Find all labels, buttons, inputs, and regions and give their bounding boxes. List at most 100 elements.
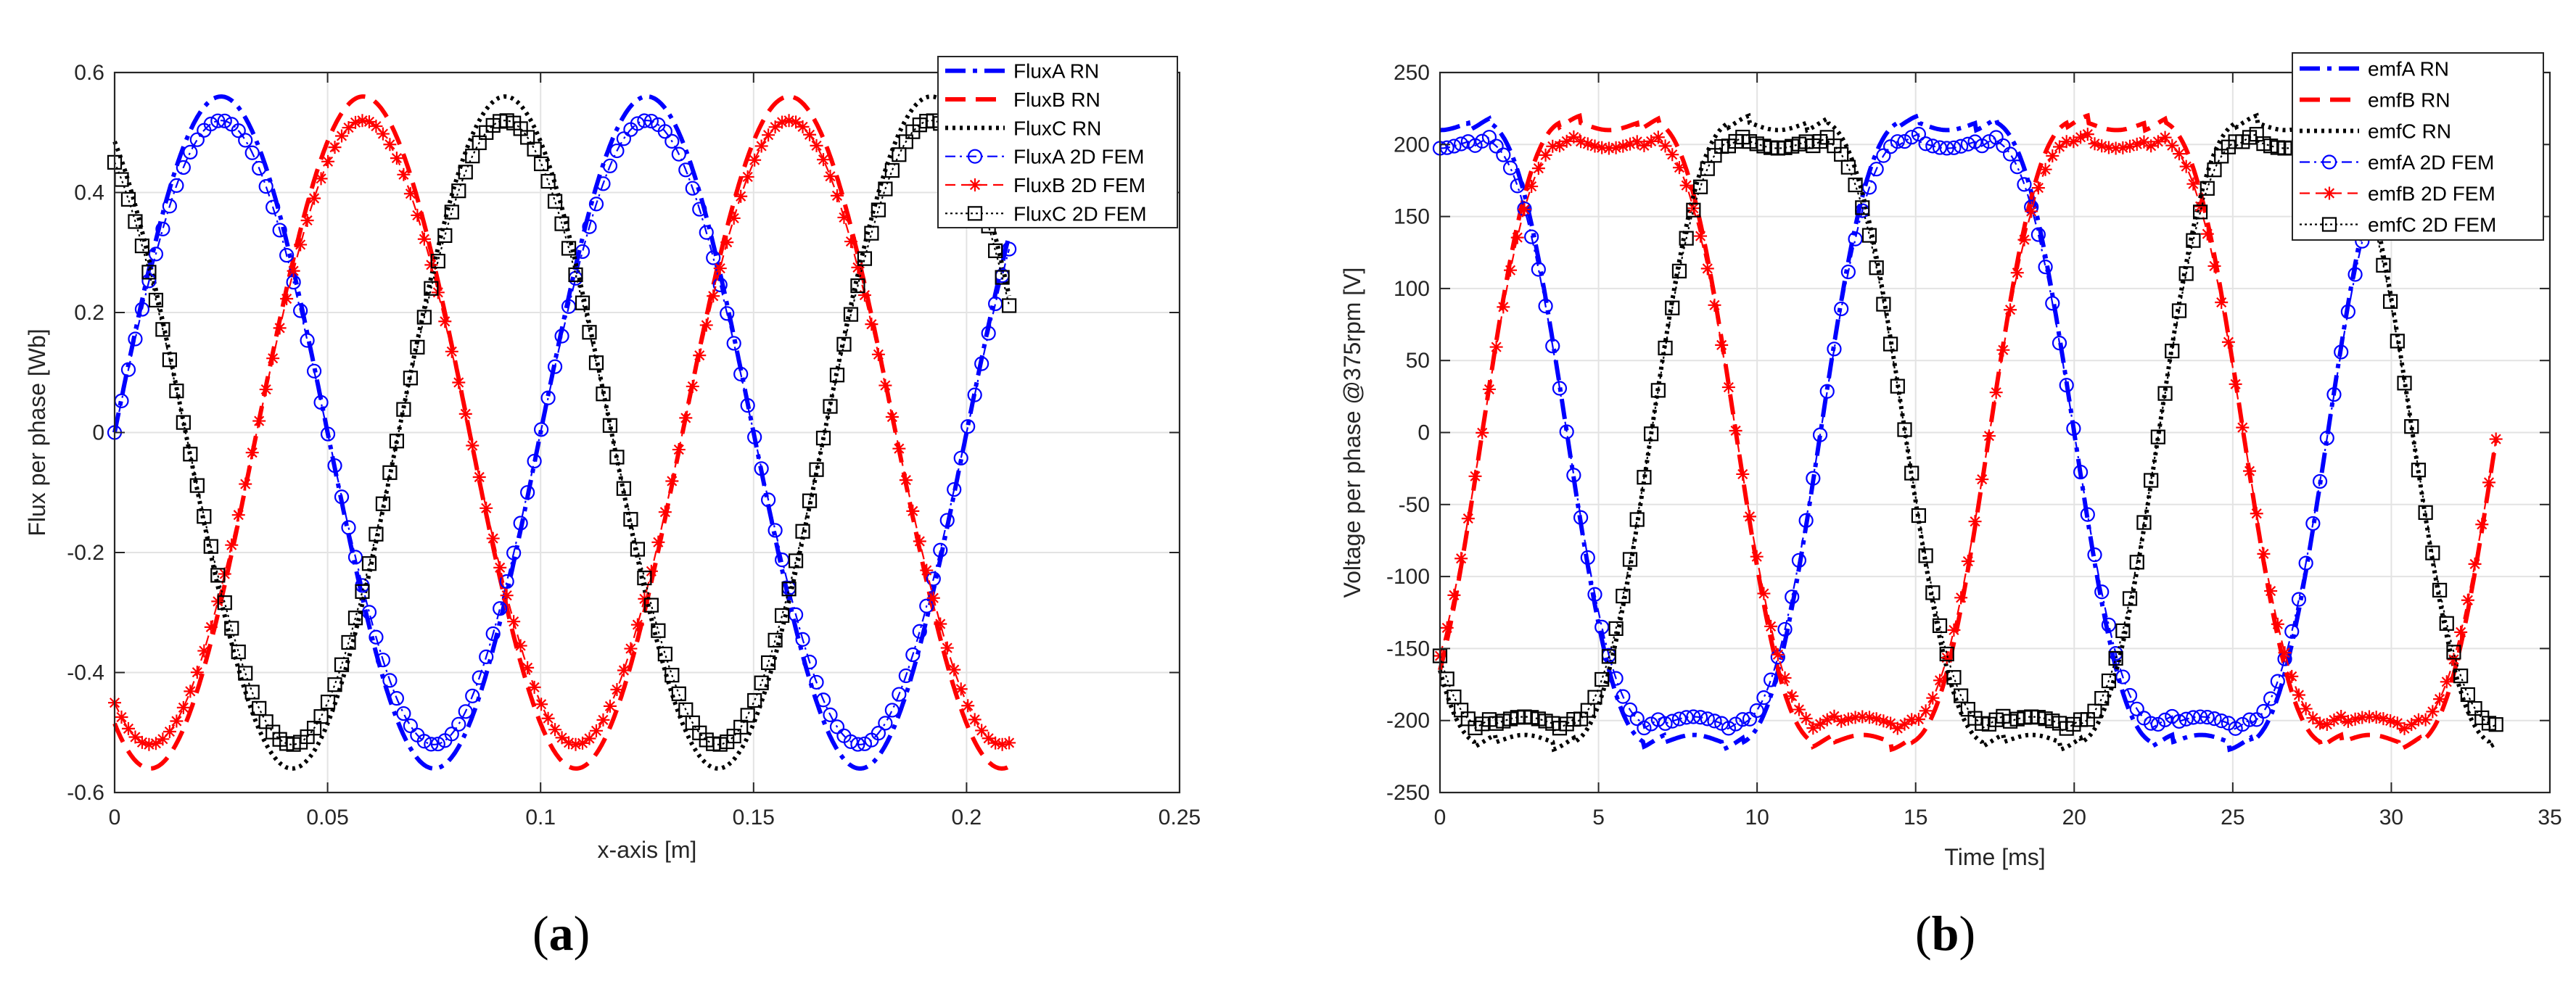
data-point (602, 158, 618, 173)
data-point (2285, 669, 2299, 683)
data-point (149, 737, 162, 750)
series-group (107, 94, 1017, 771)
data-point (1756, 690, 1771, 706)
data-point (416, 734, 432, 749)
data-point (2122, 687, 2138, 703)
data-point (396, 706, 411, 721)
data-point (2158, 131, 2172, 144)
data-point (871, 202, 886, 218)
data-point (2284, 624, 2300, 640)
data-point (2398, 721, 2411, 735)
data-point (1877, 714, 1890, 728)
data-point (616, 481, 632, 496)
data-point (1911, 508, 1927, 524)
data-point (1848, 711, 1862, 724)
data-point (1869, 712, 1883, 726)
data-point (1904, 130, 1919, 145)
data-point (741, 170, 754, 183)
data-point (1729, 423, 1742, 437)
data-point (430, 254, 445, 269)
data-point (308, 191, 321, 205)
legend: emfA RN emfB RN emfC RN emfA 2D FEM emfB 2D … (2292, 52, 2544, 241)
data-point (1876, 148, 1891, 163)
data-point (754, 675, 769, 690)
data-point (2178, 711, 2194, 727)
data-point (878, 181, 893, 196)
chart-a: 0 0.05 0.1 0.15 0.2 0.25 -0.6 -0.4 -0.2 0 0.2 0.4 0.… (24, 56, 1201, 863)
data-point (190, 666, 204, 679)
data-point (960, 419, 976, 434)
data-point (1588, 139, 1602, 153)
data-point (795, 524, 810, 539)
data-point (2270, 674, 2285, 689)
x-tick-label: 35 (2538, 806, 2561, 830)
data-point (2433, 692, 2447, 706)
data-point (430, 736, 445, 752)
data-point (2426, 705, 2440, 719)
data-point (686, 379, 699, 393)
data-point (2447, 653, 2461, 666)
data-point (871, 726, 886, 741)
data-point (1911, 126, 1927, 142)
data-point (561, 241, 577, 256)
data-point (134, 302, 150, 317)
data-point (1602, 141, 1616, 155)
data-point (603, 699, 617, 713)
data-point (2291, 592, 2307, 607)
data-point (733, 366, 749, 381)
data-point (664, 668, 680, 683)
data-point (2390, 334, 2405, 349)
data-point (266, 199, 281, 215)
data-point (815, 431, 831, 446)
data-point (1650, 383, 1666, 398)
data-point (141, 265, 157, 280)
data-point (817, 153, 831, 167)
y-tick-label: -0.4 (67, 661, 104, 685)
data-point (1861, 228, 1877, 243)
data-point (217, 113, 232, 128)
data-point (651, 535, 665, 549)
data-point (2278, 646, 2292, 660)
data-point (2419, 713, 2432, 727)
data-point (479, 649, 494, 664)
data-point (857, 251, 873, 266)
legend-box (2292, 52, 2544, 241)
data-point (2129, 555, 2144, 570)
y-axis-label: Voltage per phase @375rpm [V] (1339, 268, 1365, 598)
data-point (321, 154, 335, 168)
data-point (919, 598, 934, 613)
data-point (486, 531, 500, 545)
data-point (1694, 229, 1708, 243)
data-point (967, 387, 982, 402)
data-point (954, 682, 968, 696)
data-point (1777, 621, 1793, 637)
data-point (679, 411, 693, 425)
x-tick-label: 5 (1592, 806, 1605, 830)
data-point (2038, 162, 2052, 176)
data-point (444, 727, 459, 742)
data-point (1918, 136, 1933, 152)
data-point (754, 139, 768, 153)
data-point (1546, 139, 1560, 153)
data-point (1510, 231, 1524, 244)
data-point (555, 731, 569, 745)
data-point (1629, 711, 1645, 727)
data-point (1666, 148, 1679, 162)
data-point (1771, 648, 1785, 661)
data-point (1791, 553, 1807, 568)
data-point (2236, 421, 2250, 434)
data-point (1560, 134, 1573, 148)
data-point (155, 221, 170, 236)
data-point (699, 225, 714, 240)
data-point (610, 683, 624, 697)
data-point (878, 716, 893, 731)
data-point (416, 310, 432, 325)
data-point (1622, 702, 1638, 718)
data-point (2171, 713, 2187, 729)
data-point (2200, 181, 2215, 196)
data-point (548, 723, 562, 737)
data-point (878, 378, 892, 392)
data-point (768, 120, 782, 134)
data-point (472, 670, 487, 685)
data-point (1468, 138, 1483, 153)
